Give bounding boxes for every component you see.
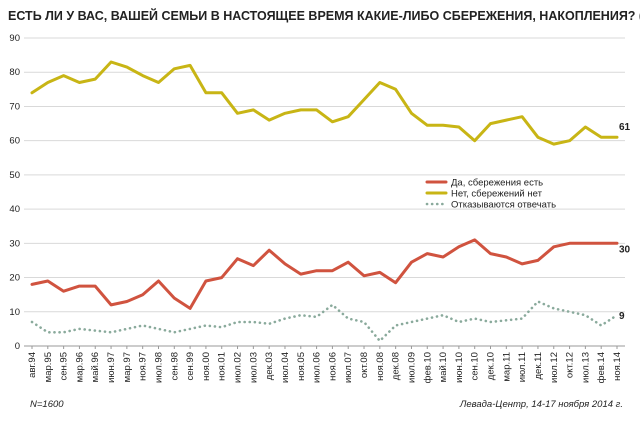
y-tick-label: 60 (9, 136, 20, 147)
series-line-3 (30, 300, 619, 343)
x-tick-label: сен.10 (470, 352, 481, 381)
x-tick-label: ноя.00 (201, 352, 212, 381)
x-tick-label: май.96 (90, 352, 101, 382)
x-tick-label: ноя.14 (612, 352, 623, 381)
x-tick-label: окт.08 (359, 352, 370, 378)
x-tick-label: дек.11 (533, 352, 544, 379)
x-tick-label: дек.08 (391, 352, 402, 380)
y-tick-label: 70 (9, 101, 20, 112)
x-tick-label: сен.95 (59, 352, 70, 381)
x-tick-label: мар.97 (122, 352, 133, 382)
end-label: 9 (619, 311, 625, 322)
sample-note: N=1600 (30, 399, 64, 410)
x-tick-label: июл.06 (312, 352, 323, 383)
x-tick-label: май.10 (438, 352, 449, 382)
x-tick-label: июл.07 (343, 352, 354, 383)
x-tick-label: фев.14 (596, 352, 607, 383)
x-tick-label: июн.97 (106, 352, 117, 383)
legend-label: Нет, сбережений нет (451, 189, 543, 200)
x-axis-ticks: авг.94 мар.95 сен.95 мар.96 май.96 июн.97 мар.… (27, 346, 623, 383)
x-tick-label: июл.13 (580, 352, 591, 383)
end-label: 30 (619, 244, 631, 255)
x-tick-label: сен.99 (185, 352, 196, 381)
legend-label: Да, сбережения есть (451, 178, 543, 189)
end-labels: 30 61 9 (619, 122, 631, 322)
x-tick-label: июл.02 (233, 352, 244, 383)
x-tick-label: июл.04 (280, 352, 291, 383)
x-tick-label: ноя.05 (296, 352, 307, 381)
legend-label: Отказываются отвечать (451, 200, 556, 211)
y-tick-label: 90 (9, 33, 20, 44)
x-tick-label: июн.10 (454, 352, 465, 383)
grid (24, 37, 625, 347)
x-tick-label: фев.10 (422, 352, 433, 383)
y-tick-label: 50 (9, 170, 20, 181)
source-note: Левада-Центр, 14-17 ноября 2014 г. (459, 399, 623, 410)
series-line-2 (30, 60, 619, 146)
x-tick-label: мар.95 (43, 352, 54, 382)
x-tick-label: ноя.06 (327, 352, 338, 381)
x-tick-label: мар.96 (74, 352, 85, 382)
chart-title: ЕСТЬ ЛИ У ВАС, ВАШЕЙ СЕМЬИ В НАСТОЯЩЕЕ В… (8, 8, 640, 23)
x-tick-label: июл.11 (517, 352, 528, 382)
x-tick-label: дек.10 (486, 352, 497, 380)
y-tick-label: 40 (9, 204, 20, 215)
y-tick-label: 10 (9, 307, 20, 318)
y-tick-label: 80 (9, 67, 20, 78)
y-tick-label: 0 (15, 341, 20, 352)
x-tick-label: окт.12 (565, 352, 576, 378)
x-tick-label: ноя.97 (138, 352, 149, 381)
y-axis-ticks: 0 10 20 30 40 50 60 70 80 90 (9, 33, 20, 352)
x-tick-label: сен.98 (169, 352, 180, 381)
series-line-1 (30, 238, 619, 310)
x-tick-label: ноя.08 (375, 352, 386, 381)
x-tick-label: ноя.01 (217, 352, 228, 381)
x-tick-label: дек.03 (264, 352, 275, 380)
x-tick-label: июл.98 (153, 352, 164, 383)
x-tick-label: мар.11 (501, 352, 512, 382)
x-tick-label: июл.03 (248, 352, 259, 383)
x-tick-label: июл.12 (549, 352, 560, 383)
x-tick-label: авг.94 (27, 352, 38, 378)
series-lines (30, 60, 619, 343)
x-tick-label: июл.09 (406, 352, 417, 383)
y-tick-label: 30 (9, 238, 20, 249)
end-label: 61 (619, 122, 631, 133)
y-tick-label: 20 (9, 273, 20, 284)
